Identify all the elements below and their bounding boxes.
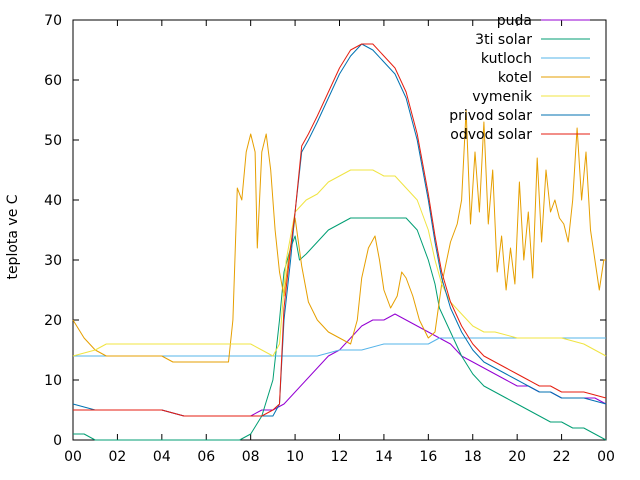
x-axis: 00 02 04 06 08 10 12 14 16 18 20 22 00 — [64, 20, 615, 465]
legend-label-vymenik: vymenik — [472, 89, 533, 105]
y-tick-label: 30 — [44, 253, 62, 269]
y-tick-label: 20 — [44, 313, 62, 329]
x-tick-label: 18 — [464, 449, 482, 465]
x-tick-label: 00 — [597, 449, 615, 465]
y-tick-label: 10 — [44, 373, 62, 389]
y-axis: 0 10 20 30 40 50 60 70 — [44, 13, 606, 449]
x-tick-label: 12 — [331, 449, 349, 465]
legend-label-kotel: kotel — [498, 70, 532, 86]
series-line-kotel — [72, 109, 606, 363]
x-tick-label: 08 — [242, 449, 260, 465]
x-tick-label: 06 — [197, 449, 215, 465]
legend-label-kutloch: kutloch — [481, 51, 532, 67]
y-tick-label: 0 — [53, 433, 62, 449]
series-line-3ti-solar — [73, 217, 607, 441]
legend-label-privod-solar: privod solar — [449, 108, 532, 124]
y-axis-label: teplota ve C — [5, 194, 21, 279]
x-tick-label: 14 — [375, 449, 393, 465]
legend-label-3ti-solar: 3ti solar — [475, 32, 532, 48]
x-tick-label: 02 — [109, 449, 127, 465]
legend-label-odvod-solar: odvod solar — [450, 127, 532, 143]
x-tick-label: 20 — [508, 449, 526, 465]
x-tick-label: 00 — [64, 449, 82, 465]
series-line-vymenik — [72, 169, 607, 357]
x-tick-label: 10 — [286, 449, 304, 465]
y-tick-label: 60 — [44, 73, 62, 89]
legend-label-puda: puda — [497, 13, 532, 29]
x-tick-label: 16 — [419, 449, 437, 465]
y-tick-label: 70 — [44, 13, 62, 29]
series-line-puda — [73, 313, 607, 417]
x-tick-label: 04 — [153, 449, 171, 465]
y-tick-label: 40 — [44, 193, 62, 209]
series-line-odvod-solar — [73, 43, 607, 417]
legend: puda 3ti solar kutloch kotel vymenik privod s… — [449, 13, 590, 143]
x-tick-label: 22 — [553, 449, 571, 465]
y-tick-label: 50 — [44, 133, 62, 149]
series-lines — [72, 43, 607, 441]
series-line-kutloch — [73, 337, 606, 357]
